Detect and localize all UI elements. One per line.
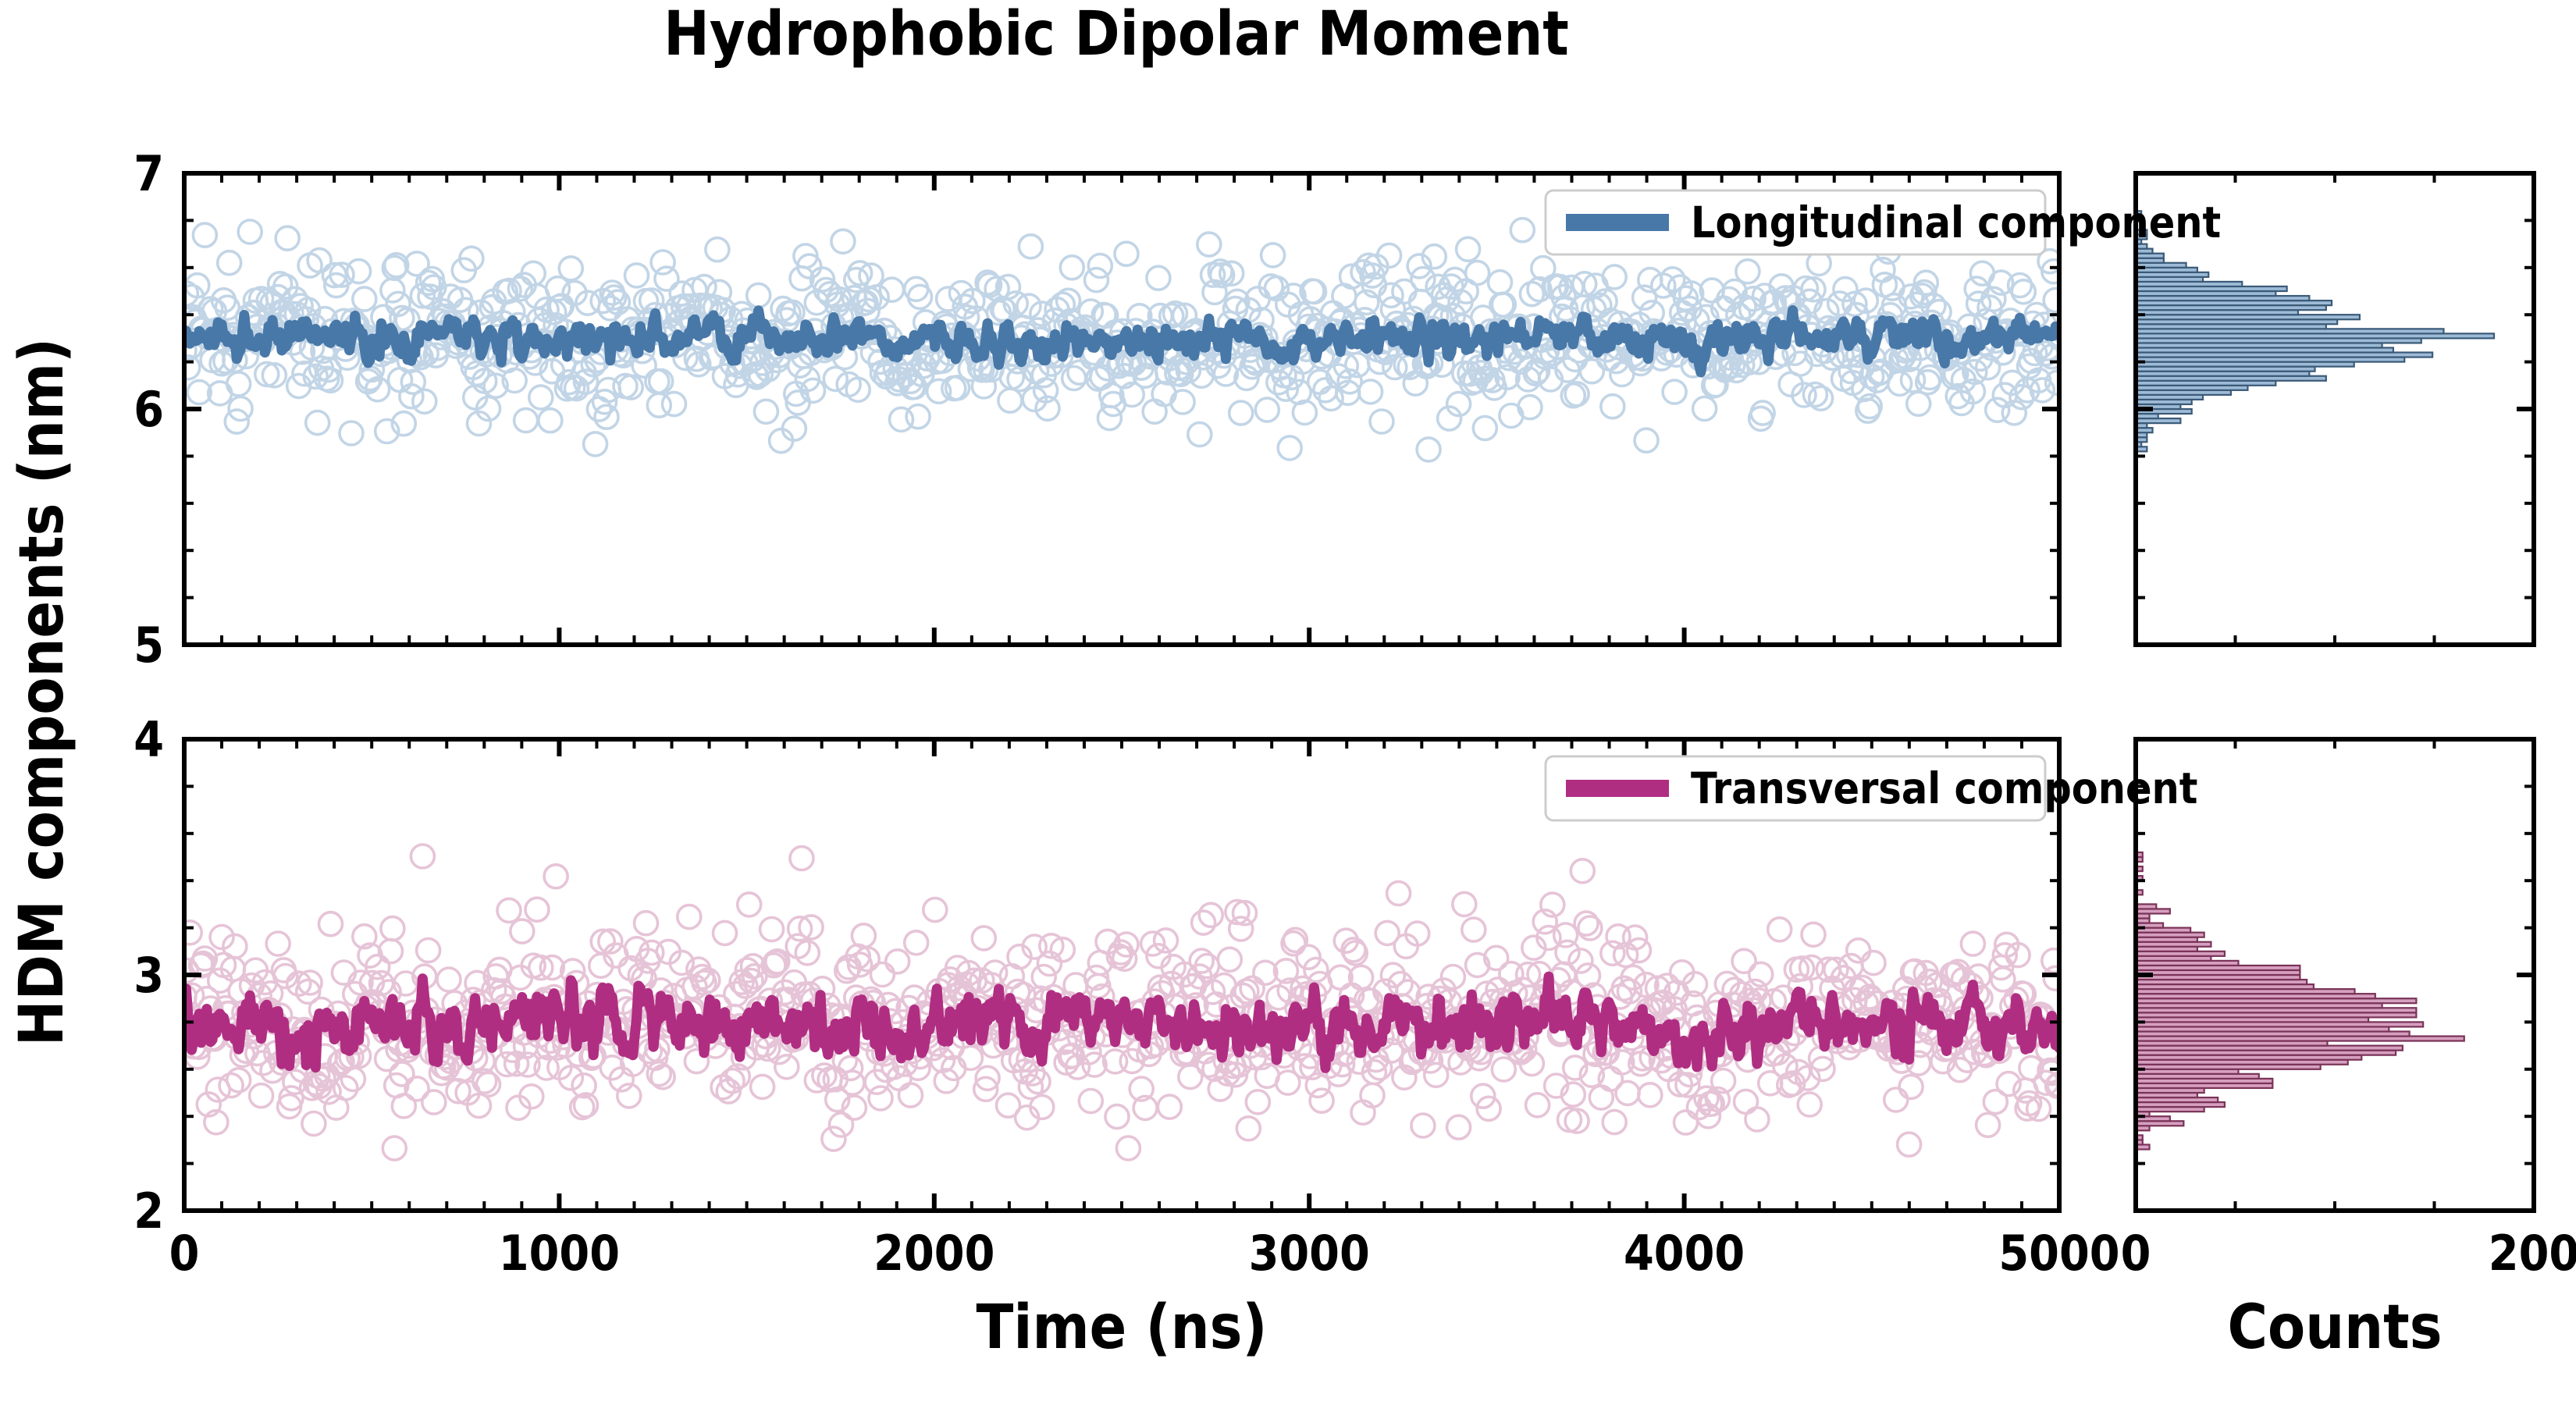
y-axis-tick-label: 6 — [133, 381, 164, 438]
y-axis-tick-label: 2 — [133, 1183, 164, 1240]
x-axis-tick-label: 1000 — [499, 1225, 620, 1282]
x-axis-tick-label: 5000 — [1998, 1225, 2119, 1282]
x-axis-title: Time (ns) — [977, 1293, 1268, 1363]
legend-box — [1544, 755, 2047, 822]
legend-label: Transversal component — [1691, 763, 2197, 813]
y-axis-tick-label: 3 — [133, 947, 164, 1004]
legend-longitudinal: Longitudinal component — [1544, 189, 2221, 256]
running-mean-line — [184, 304, 2059, 378]
panel-transversal: 4 3 2 Transversal component — [133, 711, 2536, 1240]
hist-x-axis-tick-label: 0 — [2121, 1225, 2151, 1282]
chart-title: Hydrophobic Dipolar Moment — [664, 0, 1569, 69]
x-axis-tick-labels: 0 1000 2000 3000 4000 5000 0 200 — [169, 1225, 2576, 1282]
x-axis-tick-label: 3000 — [1249, 1225, 1370, 1282]
legend-label: Longitudinal component — [1691, 197, 2221, 247]
x-axis-tick-label: 2000 — [873, 1225, 994, 1282]
histogram-bar — [2134, 903, 2158, 910]
y-axis-tick-label: 4 — [133, 711, 164, 768]
histogram-longitudinal — [2134, 210, 2496, 453]
y-axis-title: HDM components (nm) — [7, 338, 77, 1046]
legend-box — [1544, 189, 2047, 256]
panel-longitudinal: 7 6 5 Longitudinal component — [133, 145, 2536, 674]
hist-x-axis-title: Counts — [2228, 1293, 2443, 1363]
histogram-transversal — [2134, 851, 2465, 1151]
x-axis-tick-label: 0 — [169, 1225, 200, 1282]
hist-x-axis-tick-label: 200 — [2489, 1225, 2576, 1282]
legend-transversal: Transversal component — [1544, 755, 2197, 822]
y-axis-tick-label: 5 — [133, 617, 164, 674]
running-mean-line — [184, 971, 2059, 1073]
y-axis-tick-label: 7 — [133, 145, 164, 202]
x-axis-tick-label: 4000 — [1624, 1225, 1745, 1282]
